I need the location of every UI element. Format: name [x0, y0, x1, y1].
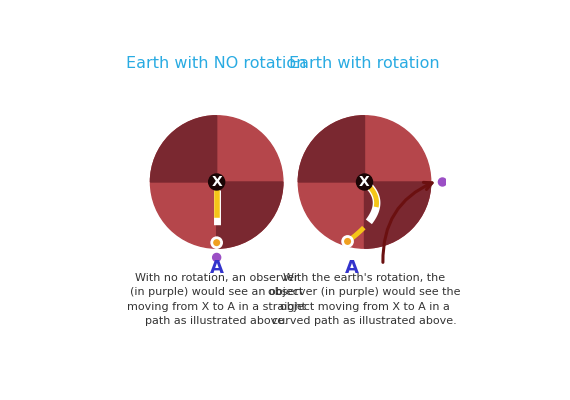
Circle shape [213, 254, 221, 262]
Circle shape [298, 116, 431, 248]
Circle shape [209, 174, 225, 190]
Text: Earth with NO rotation: Earth with NO rotation [127, 56, 307, 71]
FancyArrowPatch shape [383, 182, 432, 262]
Wedge shape [298, 116, 364, 182]
Text: X: X [211, 175, 222, 189]
Wedge shape [150, 116, 217, 182]
Circle shape [150, 116, 283, 248]
Circle shape [356, 174, 373, 190]
Wedge shape [217, 182, 283, 248]
Text: With no rotation, an observer
(in purple) would see an object
moving from X to A: With no rotation, an observer (in purple… [127, 273, 306, 326]
Text: With the earth's rotation, the
observer (in purple) would see the
object moving : With the earth's rotation, the observer … [268, 273, 461, 326]
Text: A: A [210, 259, 223, 277]
Wedge shape [364, 182, 431, 248]
Circle shape [343, 236, 352, 246]
Text: Earth with rotation: Earth with rotation [289, 56, 440, 71]
Text: A: A [345, 259, 359, 277]
Circle shape [211, 238, 222, 248]
Circle shape [438, 178, 446, 186]
Text: X: X [359, 175, 370, 189]
